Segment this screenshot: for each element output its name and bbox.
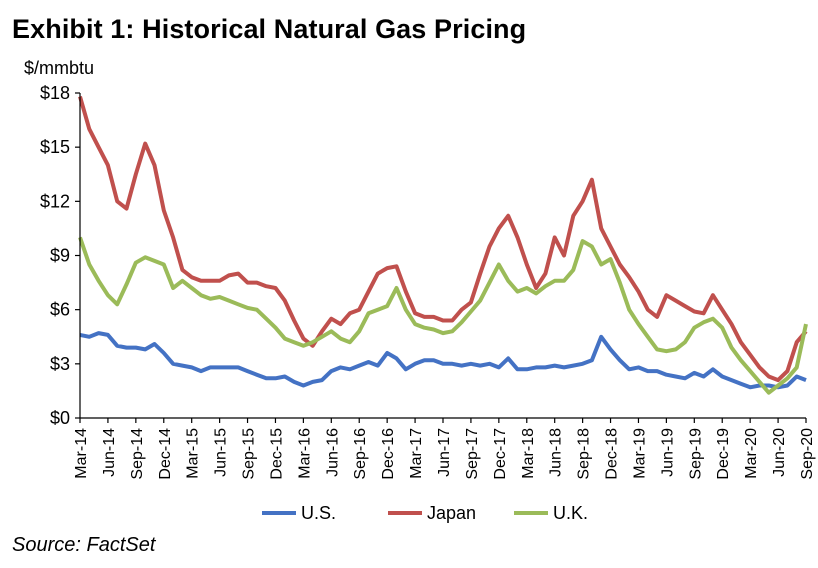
- x-tick-label: Sep-19: [687, 428, 704, 480]
- x-tick-label: Mar-16: [296, 428, 313, 479]
- x-tick-label: Jun-14: [101, 428, 118, 477]
- x-tick-label: Dec-16: [380, 428, 397, 480]
- x-tick-label: Mar-18: [520, 428, 537, 479]
- x-tick-label: Jun-18: [548, 428, 565, 477]
- x-tick-label: Mar-17: [408, 428, 425, 479]
- x-tick-label: Jun-20: [771, 428, 788, 477]
- x-tick-label: Sep-17: [464, 428, 481, 480]
- x-tick-label: Dec-17: [492, 428, 509, 480]
- source-note: Source: FactSet: [12, 534, 156, 556]
- x-tick-label: Dec-18: [604, 428, 621, 480]
- x-tick-label: Dec-14: [157, 428, 174, 480]
- x-tick-label: Sep-20: [799, 428, 816, 480]
- y-tick-label: $6: [50, 300, 70, 320]
- x-tick-label: Mar-14: [73, 428, 90, 479]
- y-tick-label: $18: [40, 83, 70, 103]
- x-tick-label: Dec-15: [268, 428, 285, 480]
- x-tick-label: Jun-19: [659, 428, 676, 477]
- x-tick-label: Mar-19: [631, 428, 648, 479]
- y-axis-label: $/mmbtu: [24, 58, 95, 78]
- x-tick-label: Jun-16: [324, 428, 341, 477]
- series-line-u-k: [78, 236, 808, 395]
- y-tick-label: $3: [50, 354, 70, 374]
- chart-title: Exhibit 1: Historical Natural Gas Pricin…: [12, 14, 527, 44]
- legend: U.S. Japan U.K.: [262, 503, 588, 523]
- y-tick-label: $15: [40, 137, 70, 157]
- x-tick-label: Sep-18: [576, 428, 593, 480]
- y-tick-label: $9: [50, 246, 70, 266]
- y-tick-label: $0: [50, 408, 70, 428]
- legend-label: U.K.: [553, 503, 588, 523]
- axes-layer: $0 $3 $6 $9 $12 $15 $18 Mar-14 Jun-14 Sep-14 Dec-1…: [40, 83, 816, 480]
- x-tick-label: Mar-20: [743, 428, 760, 479]
- series-line-japan: [78, 96, 808, 383]
- x-tick-label: Sep-14: [129, 428, 146, 480]
- legend-label: U.S.: [301, 503, 336, 523]
- series-layer: [78, 96, 808, 395]
- legend-label: Japan: [427, 503, 476, 523]
- x-tick-label: Jun-17: [436, 428, 453, 477]
- x-tick-label: Sep-15: [241, 428, 258, 480]
- y-tick-label: $12: [40, 191, 70, 211]
- series-line-u-s: [79, 331, 807, 390]
- x-tick-label: Dec-19: [715, 428, 732, 480]
- x-tick-label: Sep-16: [352, 428, 369, 480]
- x-tick-label: Mar-15: [185, 428, 202, 479]
- x-tick-label: Jun-15: [213, 428, 230, 477]
